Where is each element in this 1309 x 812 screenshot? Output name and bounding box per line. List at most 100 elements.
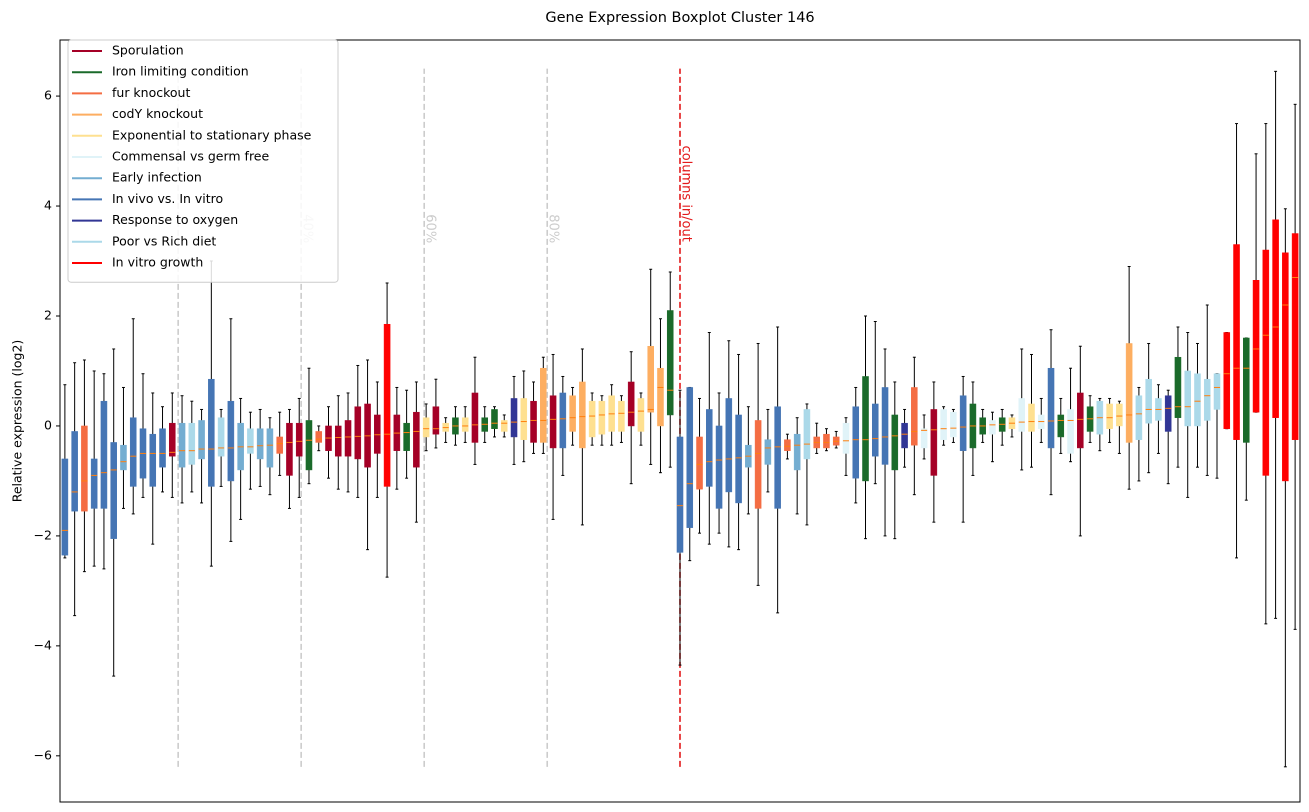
y-tick-label: 4 <box>44 198 52 213</box>
box <box>1203 378 1211 421</box>
box <box>1282 252 1289 482</box>
box <box>1291 233 1299 440</box>
legend-label: fur knockout <box>112 85 190 100</box>
box <box>774 406 781 509</box>
box <box>188 422 196 465</box>
box <box>725 398 733 493</box>
box <box>706 409 713 487</box>
box <box>178 422 186 468</box>
box <box>686 387 694 528</box>
box <box>71 431 78 512</box>
box <box>696 436 703 490</box>
box <box>579 381 586 449</box>
box <box>422 417 430 438</box>
box <box>500 420 508 432</box>
box <box>793 433 801 471</box>
box <box>374 414 381 454</box>
box <box>1018 398 1026 432</box>
box <box>100 400 108 509</box>
y-tick-label: 2 <box>44 307 52 322</box>
box <box>930 409 938 476</box>
box <box>1135 395 1143 440</box>
box <box>510 398 518 438</box>
legend-label: Sporulation <box>112 43 184 58</box>
box <box>169 422 176 457</box>
box <box>1106 403 1113 429</box>
box <box>715 425 723 509</box>
box <box>1194 373 1201 427</box>
box <box>256 428 264 460</box>
box <box>1067 409 1074 454</box>
box <box>588 400 596 438</box>
box <box>637 398 645 432</box>
box <box>1213 373 1221 410</box>
box <box>120 444 127 471</box>
box <box>90 458 98 509</box>
box <box>432 406 440 435</box>
box <box>159 428 166 468</box>
box <box>1223 332 1231 429</box>
box <box>1184 370 1191 427</box>
y-tick-label: 0 <box>44 417 52 432</box>
y-axis-label: Relative expression (log2) <box>10 340 25 503</box>
box <box>549 395 557 449</box>
legend-label: Exponential to stationary phase <box>112 127 312 142</box>
box <box>1164 395 1172 432</box>
box <box>1125 343 1133 443</box>
box <box>286 422 293 476</box>
legend-label: Early infection <box>112 170 202 185</box>
y-tick-label: 6 <box>44 88 52 103</box>
legend-frame <box>67 39 339 283</box>
box <box>823 433 830 449</box>
box <box>110 442 117 539</box>
box <box>1047 367 1055 449</box>
box <box>81 425 88 512</box>
box <box>871 403 879 457</box>
box <box>647 345 654 413</box>
legend: Sporulation Iron limiting condition fur kn… <box>67 39 339 283</box>
box <box>911 387 918 446</box>
box <box>295 422 303 457</box>
box <box>217 417 225 457</box>
box <box>198 420 205 460</box>
marker-label: 60% <box>423 214 438 243</box>
legend-label: Iron limiting condition <box>112 64 249 79</box>
y-tick-label: −6 <box>34 747 52 762</box>
box <box>276 436 283 454</box>
box <box>520 398 528 440</box>
box <box>413 411 420 468</box>
box <box>852 406 860 479</box>
box <box>1028 403 1035 432</box>
box <box>1262 249 1270 476</box>
box <box>315 431 323 443</box>
box <box>666 310 674 416</box>
box <box>1057 414 1065 438</box>
box <box>569 395 576 432</box>
box <box>149 433 157 487</box>
box <box>959 395 967 451</box>
box <box>784 439 791 451</box>
box <box>461 417 469 432</box>
legend-label: Poor vs Rich diet <box>112 233 216 248</box>
box <box>559 392 567 449</box>
box <box>735 414 742 504</box>
legend-label: In vitro growth <box>112 255 203 270</box>
box <box>950 411 957 438</box>
box <box>471 392 479 443</box>
legend-label: codY knockout <box>112 106 203 121</box>
marker-label: 80% <box>546 214 561 243</box>
legend-label: In vivo vs. In vitro <box>112 191 223 206</box>
box <box>266 428 274 468</box>
box <box>540 367 547 443</box>
box <box>901 422 908 449</box>
box <box>618 400 625 432</box>
box <box>676 436 684 553</box>
box <box>61 458 69 556</box>
box <box>1233 244 1240 440</box>
box <box>754 420 762 509</box>
box <box>627 381 635 427</box>
box <box>334 425 342 457</box>
box <box>1252 280 1260 413</box>
box <box>803 409 811 460</box>
